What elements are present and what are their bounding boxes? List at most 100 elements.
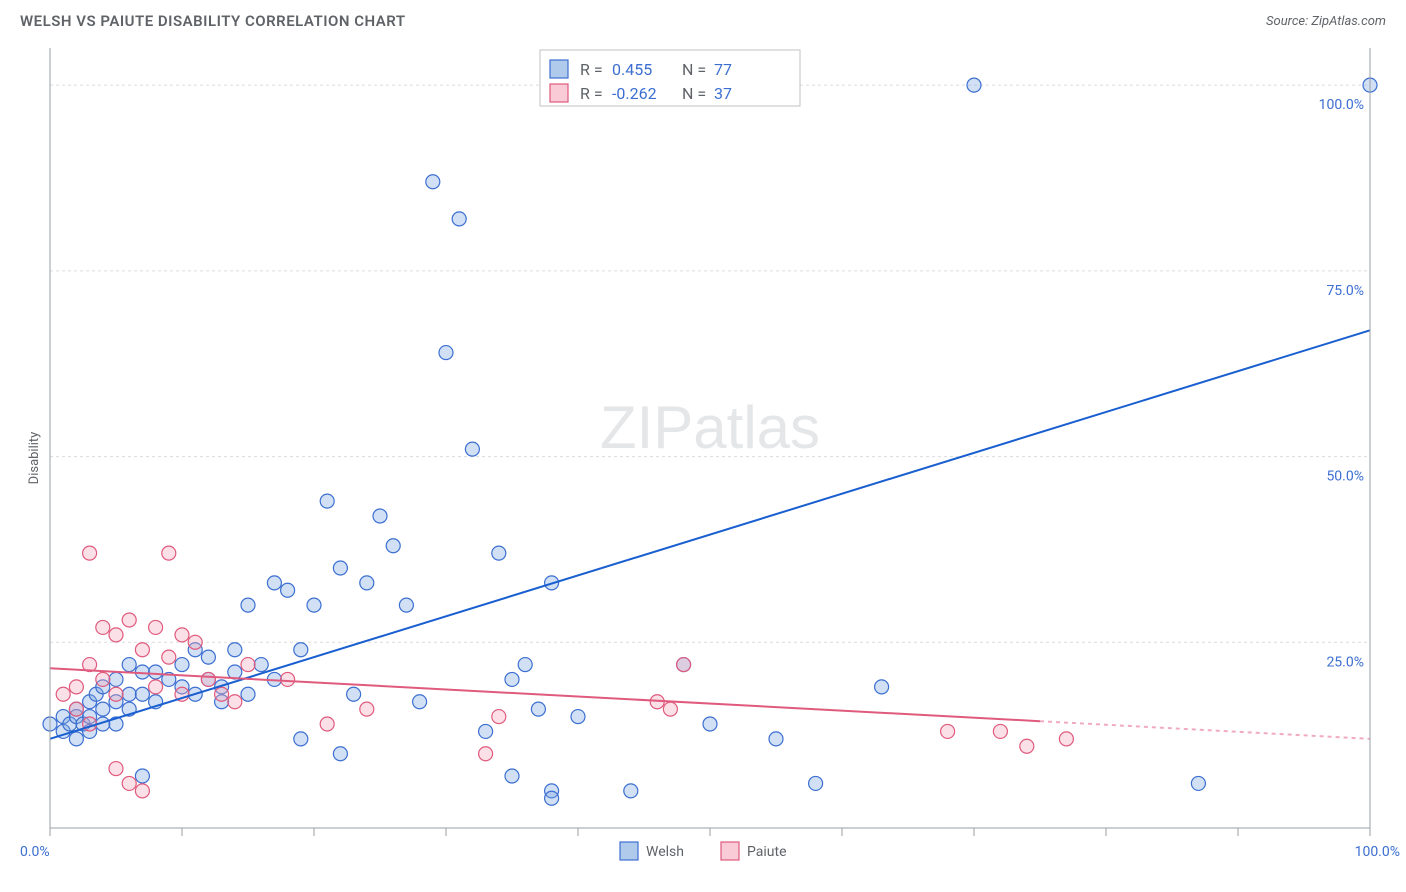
data-point bbox=[545, 791, 559, 805]
data-point bbox=[109, 672, 123, 686]
data-point bbox=[663, 702, 677, 716]
data-point bbox=[135, 769, 149, 783]
data-point bbox=[281, 583, 295, 597]
data-point bbox=[69, 702, 83, 716]
data-point bbox=[149, 665, 163, 679]
legend-r-value: 0.455 bbox=[612, 60, 652, 79]
legend-swatch bbox=[721, 842, 739, 860]
data-point bbox=[162, 650, 176, 664]
data-point bbox=[320, 717, 334, 731]
data-point bbox=[175, 658, 189, 672]
data-point bbox=[1191, 776, 1205, 790]
data-point bbox=[320, 494, 334, 508]
data-point bbox=[241, 687, 255, 701]
legend-n-value: 77 bbox=[714, 60, 732, 79]
y-tick-label: 50.0% bbox=[1326, 469, 1364, 485]
data-point bbox=[373, 509, 387, 523]
data-point bbox=[96, 620, 110, 634]
chart-area: Disability 25.0% 50.0% 75.0% 100.0% ZIPatlas… bbox=[0, 38, 1406, 878]
legend-r-label: R = bbox=[580, 84, 603, 103]
data-point bbox=[465, 442, 479, 456]
data-point bbox=[267, 576, 281, 590]
legend-swatch bbox=[620, 842, 638, 860]
data-point bbox=[201, 672, 215, 686]
data-point bbox=[96, 702, 110, 716]
legend-swatch bbox=[550, 60, 568, 78]
data-point bbox=[109, 628, 123, 642]
data-point bbox=[571, 710, 585, 724]
data-point bbox=[122, 687, 136, 701]
data-point bbox=[875, 680, 889, 694]
x-tick-label: 100.0% bbox=[1355, 844, 1400, 860]
data-point bbox=[175, 628, 189, 642]
data-point bbox=[69, 732, 83, 746]
data-point bbox=[492, 710, 506, 724]
y-axis-label: Disability bbox=[27, 432, 42, 485]
data-point bbox=[505, 672, 519, 686]
legend-n-label: N = bbox=[682, 60, 706, 79]
data-point bbox=[122, 776, 136, 790]
data-point bbox=[479, 724, 493, 738]
data-point bbox=[149, 680, 163, 694]
data-point bbox=[162, 546, 176, 560]
legend-n-label: N = bbox=[682, 84, 706, 103]
data-point bbox=[281, 672, 295, 686]
data-point bbox=[201, 650, 215, 664]
data-point bbox=[228, 665, 242, 679]
data-point bbox=[426, 175, 440, 189]
scatter-chart: 25.0% 50.0% 75.0% 100.0% ZIPatlas 0.0% 100.0% R… bbox=[0, 38, 1406, 878]
data-point bbox=[188, 635, 202, 649]
chart-header: WELSH VS PAIUTE DISABILITY CORRELATION C… bbox=[0, 0, 1406, 38]
legend-box bbox=[540, 50, 800, 106]
trend-line bbox=[50, 330, 1370, 739]
data-point bbox=[518, 658, 532, 672]
trend-line-dashed bbox=[1040, 721, 1370, 739]
watermark: ZIPatlas bbox=[600, 394, 820, 461]
data-point bbox=[967, 78, 981, 92]
data-point bbox=[56, 687, 70, 701]
data-point bbox=[993, 724, 1007, 738]
data-point bbox=[135, 687, 149, 701]
legend-swatch bbox=[550, 84, 568, 102]
data-point bbox=[413, 695, 427, 709]
y-tick-label: 75.0% bbox=[1326, 283, 1364, 299]
legend-label: Paiute bbox=[747, 844, 787, 860]
data-point bbox=[386, 539, 400, 553]
data-point bbox=[241, 658, 255, 672]
data-point bbox=[307, 598, 321, 612]
y-tick-label: 100.0% bbox=[1319, 97, 1364, 113]
legend-n-value: 37 bbox=[714, 84, 732, 103]
data-point bbox=[1059, 732, 1073, 746]
data-point bbox=[241, 598, 255, 612]
data-point bbox=[677, 658, 691, 672]
data-point bbox=[452, 212, 466, 226]
data-point bbox=[109, 762, 123, 776]
x-tick-label: 0.0% bbox=[20, 844, 50, 860]
data-point bbox=[439, 346, 453, 360]
data-point bbox=[360, 576, 374, 590]
data-point bbox=[505, 769, 519, 783]
data-point bbox=[492, 546, 506, 560]
y-tick-label: 25.0% bbox=[1326, 654, 1364, 670]
data-point bbox=[228, 695, 242, 709]
data-point bbox=[122, 613, 136, 627]
chart-title: WELSH VS PAIUTE DISABILITY CORRELATION C… bbox=[20, 12, 406, 30]
data-point bbox=[294, 732, 308, 746]
data-point bbox=[122, 658, 136, 672]
data-point bbox=[254, 658, 268, 672]
data-point bbox=[109, 687, 123, 701]
data-point bbox=[1020, 739, 1034, 753]
data-point bbox=[347, 687, 361, 701]
data-point bbox=[809, 776, 823, 790]
legend-r-label: R = bbox=[580, 60, 603, 79]
legend-label: Welsh bbox=[646, 844, 684, 860]
data-point bbox=[479, 747, 493, 761]
data-point bbox=[135, 784, 149, 798]
data-point bbox=[769, 732, 783, 746]
data-point bbox=[215, 687, 229, 701]
data-point bbox=[135, 643, 149, 657]
data-point bbox=[83, 546, 97, 560]
data-point bbox=[399, 598, 413, 612]
data-point bbox=[360, 702, 374, 716]
data-point bbox=[333, 561, 347, 575]
